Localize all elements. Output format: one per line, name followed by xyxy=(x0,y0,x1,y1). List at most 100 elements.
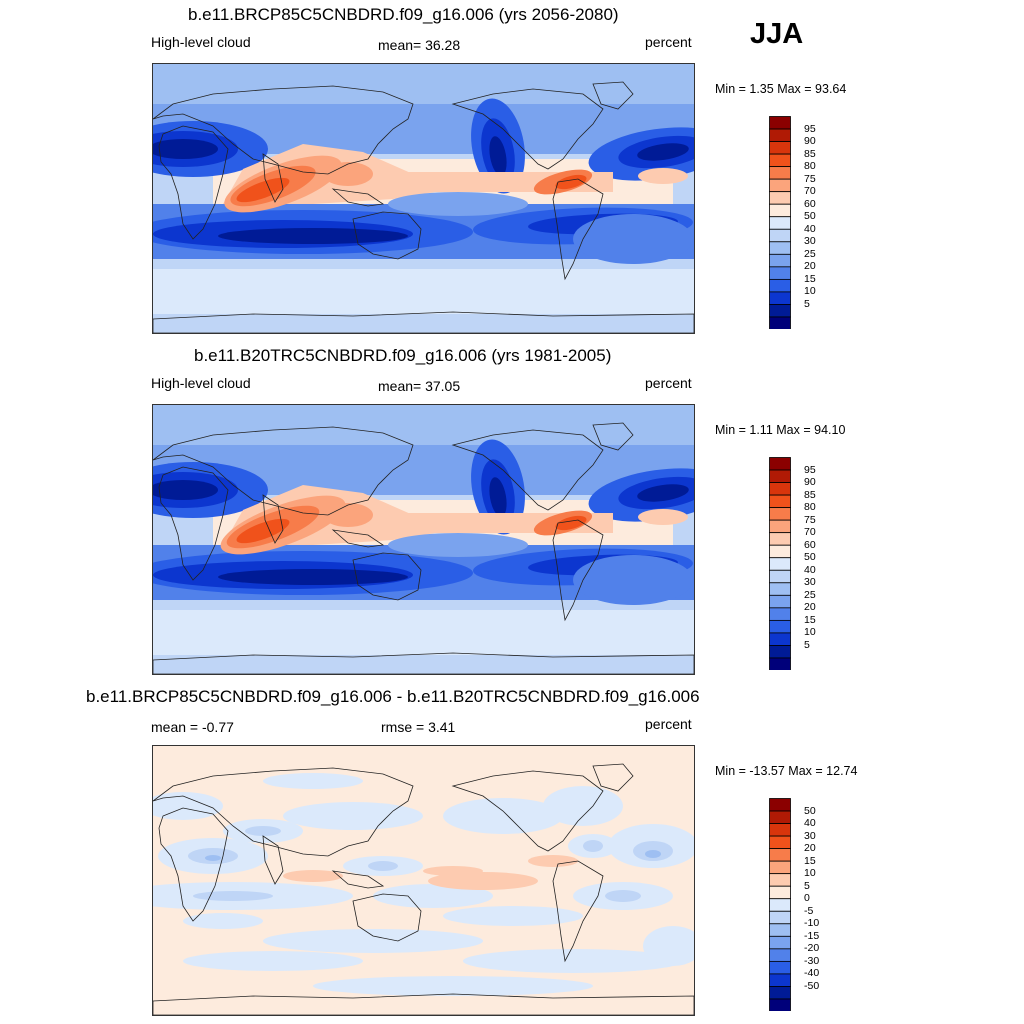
negative-region xyxy=(368,861,398,871)
colorbar-box xyxy=(769,469,791,483)
colorbar-box xyxy=(769,582,791,596)
coastline xyxy=(592,763,634,792)
colorbar-box xyxy=(769,860,791,875)
positive-region xyxy=(428,872,538,890)
colorbar-tick-label: 30 xyxy=(804,235,816,248)
colorbar-box xyxy=(769,128,791,142)
panel-1-title: b.e11.BRCP85C5CNBDRD.f09_g16.006 (yrs 20… xyxy=(188,5,619,24)
panel-2-units: percent xyxy=(645,375,692,391)
positive-region xyxy=(528,855,578,867)
panel-2-variable-label: High-level cloud xyxy=(151,375,251,391)
coastline xyxy=(451,88,604,170)
colorbar-box xyxy=(769,482,791,496)
colorbar-box xyxy=(769,998,791,1011)
colorbar-box xyxy=(769,457,791,471)
colorbar-box xyxy=(769,935,791,950)
colorbar-tick-label: 30 xyxy=(804,829,816,842)
colorbar-tick-label: 60 xyxy=(804,197,816,210)
colorbar-box xyxy=(769,607,791,621)
contour-region xyxy=(323,162,373,186)
positive-region xyxy=(423,866,483,876)
colorbar-tick-label: 15 xyxy=(804,272,816,285)
contour-region xyxy=(637,143,689,161)
panel-3-rmse: rmse = 3.41 xyxy=(381,719,456,735)
colorbar-box xyxy=(769,823,791,837)
colorbar-box xyxy=(769,116,791,130)
contour-region xyxy=(555,174,587,190)
panel-3-mean: mean = -0.77 xyxy=(151,719,234,735)
colorbar-box xyxy=(769,594,791,609)
colorbar-tick-label: 85 xyxy=(804,488,816,501)
panel-3-units: percent xyxy=(645,716,692,732)
colorbar-box xyxy=(769,153,791,168)
colorbar-box xyxy=(769,657,791,670)
colorbar-tick-label: 90 xyxy=(804,135,816,148)
colorbar-tick-label: 95 xyxy=(804,122,816,135)
colorbar-tick-label: 40 xyxy=(804,817,816,830)
colorbar-box xyxy=(769,645,791,659)
contour-region xyxy=(153,480,218,500)
contour-region xyxy=(218,228,408,244)
panel-1-contour-field xyxy=(153,64,694,333)
colorbar-box xyxy=(769,898,791,912)
arctic-band xyxy=(153,64,694,106)
negative-region xyxy=(313,976,593,996)
contour-region xyxy=(489,136,507,176)
contour-region xyxy=(236,518,290,544)
colorbar-tick-label: 50 xyxy=(804,210,816,223)
panel-1-map xyxy=(152,63,695,334)
colorbar-box xyxy=(769,291,791,305)
coastline xyxy=(552,860,604,963)
coastline xyxy=(262,153,284,203)
panel-3-title: b.e11.BRCP85C5CNBDRD.f09_g16.006 - b.e11… xyxy=(86,687,700,706)
coastline xyxy=(153,85,414,175)
colorbar-tick-label: -30 xyxy=(804,954,820,967)
colorbar-tick-label: -15 xyxy=(804,929,820,942)
colorbar-box xyxy=(769,278,791,293)
colorbar-tick-label: 60 xyxy=(804,538,816,551)
colorbar-tick-label: 95 xyxy=(804,463,816,476)
colorbar-box xyxy=(769,798,791,812)
colorbar-box xyxy=(769,304,791,318)
antarctic-band xyxy=(153,314,694,333)
negative-region xyxy=(263,773,363,789)
background-field xyxy=(153,746,694,1015)
colorbar-tick-label: 80 xyxy=(804,160,816,173)
coastline xyxy=(158,807,229,922)
coastline xyxy=(331,529,385,548)
season-label: JJA xyxy=(750,18,804,50)
colorbar-box xyxy=(769,923,791,937)
negative-region xyxy=(283,802,423,830)
panel-3-map xyxy=(152,745,695,1016)
negative-region xyxy=(183,951,363,971)
colorbar-tick-label: 15 xyxy=(804,854,816,867)
panel-2-mean: mean= 37.05 xyxy=(378,378,461,394)
contour-region xyxy=(388,533,528,557)
colorbar-box xyxy=(769,632,791,646)
coastline xyxy=(153,652,694,674)
contour-region xyxy=(638,168,688,184)
coastline xyxy=(331,188,385,207)
coastline xyxy=(331,870,385,889)
colorbar-tick-label: 20 xyxy=(804,601,816,614)
colorbar-tick-label: 5 xyxy=(804,638,810,651)
colorbar-box xyxy=(769,228,791,243)
colorbar-box xyxy=(769,873,791,887)
negative-region xyxy=(443,798,563,834)
colorbar-tick-label: 5 xyxy=(804,297,810,310)
colorbar-box xyxy=(769,835,791,850)
colorbar-box xyxy=(769,885,791,900)
coastline xyxy=(158,466,229,581)
colorbar-tick-label: 85 xyxy=(804,147,816,160)
colorbar-tick-label: 30 xyxy=(804,576,816,589)
colorbar-box xyxy=(769,203,791,218)
colorbar-box xyxy=(769,507,791,521)
colorbar-tick-label: 70 xyxy=(804,185,816,198)
colorbar-tick-label: 15 xyxy=(804,613,816,626)
colorbar-box xyxy=(769,266,791,280)
colorbar-box xyxy=(769,141,791,155)
negative-region xyxy=(583,840,603,852)
panel-1-minmax: Min = 1.35 Max = 93.64 xyxy=(715,82,847,96)
colorbar-tick-label: 70 xyxy=(804,526,816,539)
coastline xyxy=(592,81,634,110)
